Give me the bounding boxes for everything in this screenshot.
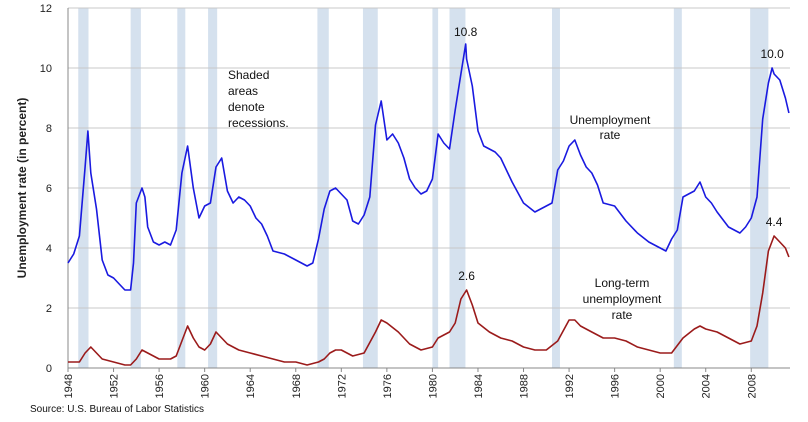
x-tick-label-1952: 1952 [109, 374, 121, 398]
series-lines [67, 43, 790, 366]
peak-label-longterm-1983: 2.6 [458, 269, 475, 283]
x-tick-label-2000: 2000 [655, 374, 667, 398]
x-tick-label-1960: 1960 [200, 374, 212, 398]
x-tick-label-2008: 2008 [746, 374, 758, 398]
y-axis-label: Unemployment rate (in percent) [15, 98, 29, 279]
series-line-long-term-unemployment-rate [68, 235, 790, 366]
unemployment-rate-label: Unemployment rate [570, 113, 651, 142]
y-tick-label-10: 10 [40, 63, 52, 75]
y-tick-label-8: 8 [46, 123, 52, 135]
long-term-unemployment-label: Long-term unemployment rate [583, 276, 662, 322]
y-tick-label-0: 0 [46, 363, 52, 375]
source-note: Source: U.S. Bureau of Labor Statistics [30, 404, 204, 415]
y-tick-label-4: 4 [46, 243, 52, 255]
x-tick-label-1968: 1968 [291, 374, 303, 398]
x-tick-label-1956: 1956 [154, 374, 166, 398]
x-tick-label-1992: 1992 [564, 374, 576, 398]
axes: 0 2 4 6 8 10 12 Unemployment rate (in percent) 1… [15, 3, 790, 398]
x-tick-label-2004: 2004 [701, 374, 713, 398]
x-tick-label-1980: 1980 [427, 374, 439, 398]
peak-label-1983: 10.8 [454, 25, 478, 39]
x-tick-label-1948: 1948 [63, 374, 75, 398]
x-tick-label-1964: 1964 [245, 374, 257, 398]
shaded-areas-note: Shaded areas denote recessions. [228, 68, 289, 130]
y-tick-label-6: 6 [46, 183, 52, 195]
x-tick-label-1984: 1984 [473, 374, 485, 398]
series-line-unemployment-rate [67, 43, 790, 291]
peak-label-2009: 10.0 [760, 47, 784, 61]
y-tick-label-12: 12 [40, 3, 52, 15]
x-tick-label-1988: 1988 [519, 374, 531, 398]
x-tick-label-1976: 1976 [382, 374, 394, 398]
x-tick-label-1996: 1996 [610, 374, 622, 398]
annotations: Shaded areas denote recessions. Unemployment… [228, 25, 784, 322]
y-tick-label-2: 2 [46, 303, 52, 315]
x-tick-label-1972: 1972 [336, 374, 348, 398]
peak-label-longterm-2010: 4.4 [766, 215, 783, 229]
